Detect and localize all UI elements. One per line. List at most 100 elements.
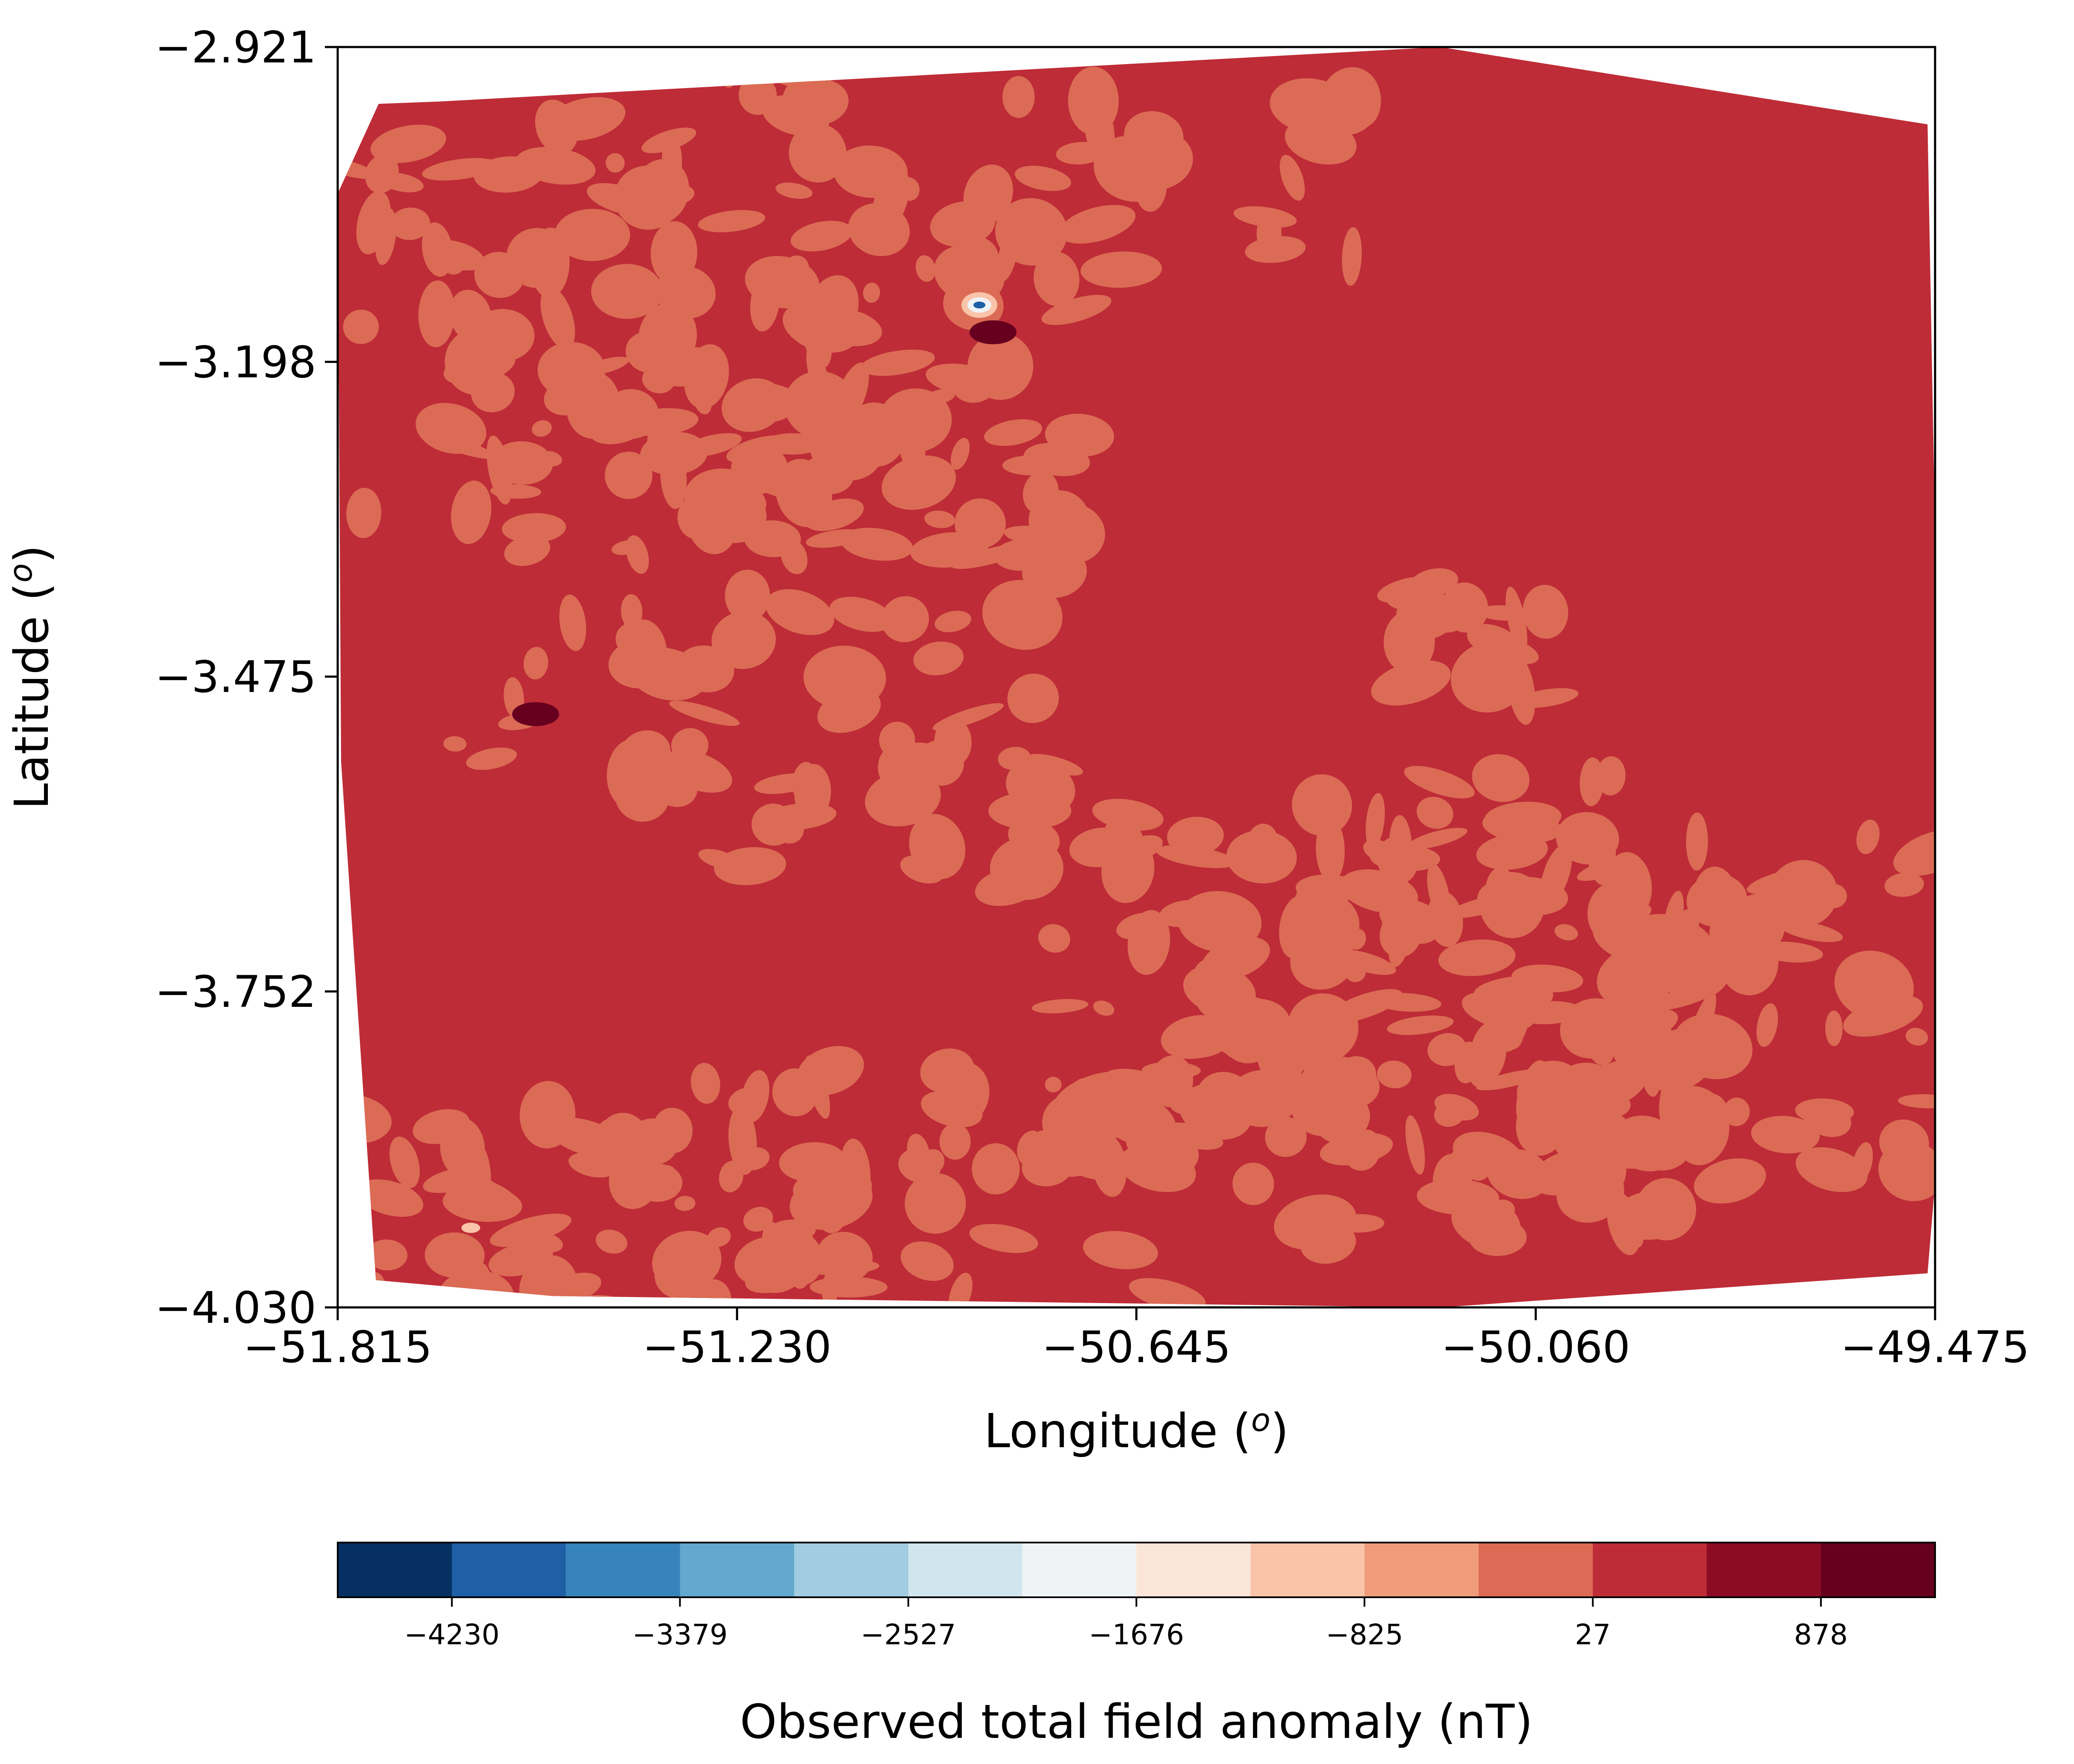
- contour-patch: [742, 381, 772, 410]
- x-axis-ticks: −51.815 −51.230 −50.645 −50.060 −49.475: [243, 1307, 2030, 1373]
- contour-patch: [422, 158, 498, 181]
- contour-patch: [1343, 1133, 1379, 1171]
- colorbar-title: Observed total field anomaly (nT): [740, 1694, 1533, 1749]
- contour-patch: [745, 256, 819, 309]
- contour-patch: [1479, 872, 1545, 938]
- contour-patch: [913, 641, 964, 676]
- contour-patch: [370, 124, 446, 163]
- x-tick-label: −50.645: [1042, 1322, 1231, 1373]
- contour-patch: [544, 375, 598, 416]
- contour-patch: [356, 1179, 424, 1217]
- contour-patch: [789, 123, 847, 183]
- contour-patch: [418, 280, 455, 348]
- contour-patch: [1898, 1094, 1935, 1109]
- y-tick-label: −3.475: [155, 652, 316, 703]
- contour-patch: [1041, 295, 1112, 325]
- contour-patch: [797, 1259, 880, 1275]
- contour-patch: [982, 580, 1063, 650]
- contour-patch: [502, 513, 566, 543]
- contour-patch: [1379, 911, 1422, 958]
- contour-patch: [488, 1242, 553, 1277]
- contour-patch: [1034, 251, 1080, 307]
- contour-patch: [1599, 1061, 1641, 1100]
- contour-patch: [743, 1239, 807, 1293]
- contour-patch: [1227, 999, 1284, 1050]
- contour-patch: [1006, 759, 1075, 815]
- contour-patch: [1434, 1094, 1479, 1121]
- contour-patch: [1438, 939, 1516, 976]
- contour-patch: [1659, 937, 1732, 1000]
- contour-patch: [860, 349, 935, 376]
- contour-patch: [686, 484, 738, 555]
- map-axes: −51.815 −51.230 −50.645 −50.060 −49.475 −2.9…: [3, 22, 2030, 1458]
- contour-patch: [1002, 76, 1035, 118]
- contour-patch: [641, 127, 696, 153]
- contour-patch: [616, 1165, 675, 1194]
- contour-patch: [900, 1241, 954, 1281]
- contour-patch: [1093, 1000, 1114, 1016]
- contour-patch: [1906, 1028, 1928, 1046]
- contour-patch: [1365, 793, 1385, 849]
- contour-patch: [810, 1276, 888, 1298]
- x-tick-label: −50.060: [1441, 1322, 1630, 1373]
- contour-patch: [1042, 1094, 1101, 1151]
- colorbar-swatch: [1250, 1543, 1365, 1597]
- colorbar-swatch: [1593, 1543, 1707, 1597]
- contour-patch: [881, 455, 956, 510]
- contour-patch: [620, 619, 667, 688]
- contour-patch: [994, 539, 1052, 571]
- anomaly-high: [512, 702, 560, 726]
- contour-patch: [1245, 236, 1306, 263]
- contour-patch: [491, 441, 553, 485]
- contour-patch: [1427, 1033, 1467, 1066]
- contour-patch: [1300, 1223, 1356, 1264]
- contour-patch: [1852, 1142, 1873, 1183]
- contour-patch: [476, 267, 500, 286]
- contour-patch: [595, 1229, 628, 1254]
- contour-patch: [343, 310, 379, 344]
- contour-patch: [524, 647, 548, 680]
- contour-patch: [1031, 999, 1088, 1014]
- contour-patch: [1476, 833, 1548, 870]
- contour-patch: [390, 207, 430, 240]
- contour-patch: [939, 1123, 971, 1160]
- contour-patch: [468, 1140, 491, 1198]
- contour-patch: [972, 1143, 1020, 1195]
- contour-patch: [1265, 1117, 1307, 1157]
- y-axis-ticks: −2.921 −3.198 −3.475 −3.752 −4.030: [155, 22, 338, 1333]
- contour-patch: [1405, 1115, 1425, 1175]
- contour-patch: [532, 420, 552, 437]
- colorbar-tick-label: 878: [1794, 1618, 1848, 1651]
- contour-patch: [898, 1148, 941, 1183]
- contour-patch: [1302, 1056, 1380, 1109]
- contour-patch: [726, 611, 758, 667]
- contour-patch: [1878, 1141, 1935, 1201]
- contour-patch: [389, 1136, 420, 1189]
- colorbar-swatch: [1022, 1543, 1137, 1597]
- contour-patch: [934, 611, 972, 632]
- contour-patch: [698, 849, 740, 870]
- colorbar-tick-label: −2527: [860, 1618, 956, 1651]
- contour-patch: [535, 99, 578, 155]
- contour-patch: [1893, 829, 1935, 876]
- contour-patch: [790, 221, 853, 252]
- contour-patch: [1116, 912, 1161, 940]
- anomaly-feature-layer: [461, 292, 1017, 1233]
- contour-patch: [1502, 978, 1553, 1009]
- contour-patch: [674, 1196, 695, 1211]
- anomaly-high: [969, 320, 1017, 345]
- contour-patch: [1059, 205, 1136, 244]
- y-axis-title: Latitude (o): [3, 545, 59, 810]
- contour-patch: [1476, 605, 1530, 621]
- contour-patch: [419, 431, 495, 459]
- contour-patch: [1404, 766, 1475, 799]
- contour-patch: [1507, 655, 1535, 725]
- contour-patch: [466, 747, 517, 770]
- colorbar-swatch: [338, 1543, 452, 1597]
- contour-patch: [642, 366, 675, 394]
- contour-patch: [1659, 1086, 1723, 1140]
- colorbar-swatch: [1364, 1543, 1479, 1597]
- y-tick-label: −3.752: [155, 967, 316, 1018]
- contour-patch: [996, 236, 1017, 282]
